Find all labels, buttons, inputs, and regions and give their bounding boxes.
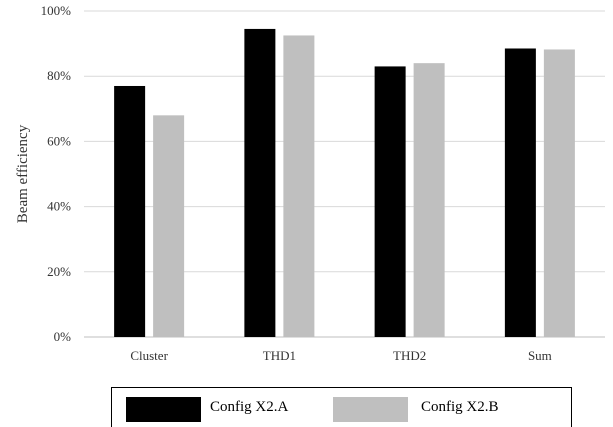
x-tick-label: THD2 — [393, 348, 426, 363]
legend-label-series-a: Config X2.A — [210, 399, 289, 415]
bar-sum-series-2 — [543, 49, 575, 338]
bars — [114, 28, 575, 338]
legend-swatch-series-a — [126, 397, 201, 422]
y-axis-title: Beam efficiency — [15, 124, 31, 223]
bar-thd2-series-2 — [413, 63, 445, 337]
x-tick-label: Cluster — [130, 348, 168, 363]
bar-chart: 0% 20% 40% 60% 80% 100% Cluster THD1 THD2 Sum Be… — [15, 3, 605, 363]
y-tick-label: 100% — [41, 3, 72, 18]
x-tick-label: THD1 — [263, 348, 296, 363]
bar-sum-series-1 — [504, 48, 536, 338]
y-axis-ticks: 0% 20% 40% 60% 80% 100% — [41, 3, 72, 344]
y-tick-label: 20% — [47, 264, 71, 279]
y-tick-label: 80% — [47, 68, 71, 83]
bar-cluster-series-1 — [114, 85, 146, 337]
bar-cluster-series-2 — [153, 115, 185, 337]
bar-thd1-series-1 — [244, 28, 276, 338]
y-tick-label: 0% — [54, 329, 72, 344]
x-tick-label: Sum — [528, 348, 552, 363]
bar-thd2-series-1 — [374, 66, 406, 338]
y-tick-label: 60% — [47, 133, 71, 148]
legend-swatch-series-b — [333, 397, 408, 422]
legend-label-series-b: Config X2.B — [421, 399, 499, 415]
y-tick-label: 40% — [47, 199, 71, 214]
x-axis-ticks: Cluster THD1 THD2 Sum — [130, 348, 551, 363]
legend: Config X2.A Config X2.B — [111, 387, 572, 427]
bar-thd1-series-2 — [283, 35, 315, 337]
